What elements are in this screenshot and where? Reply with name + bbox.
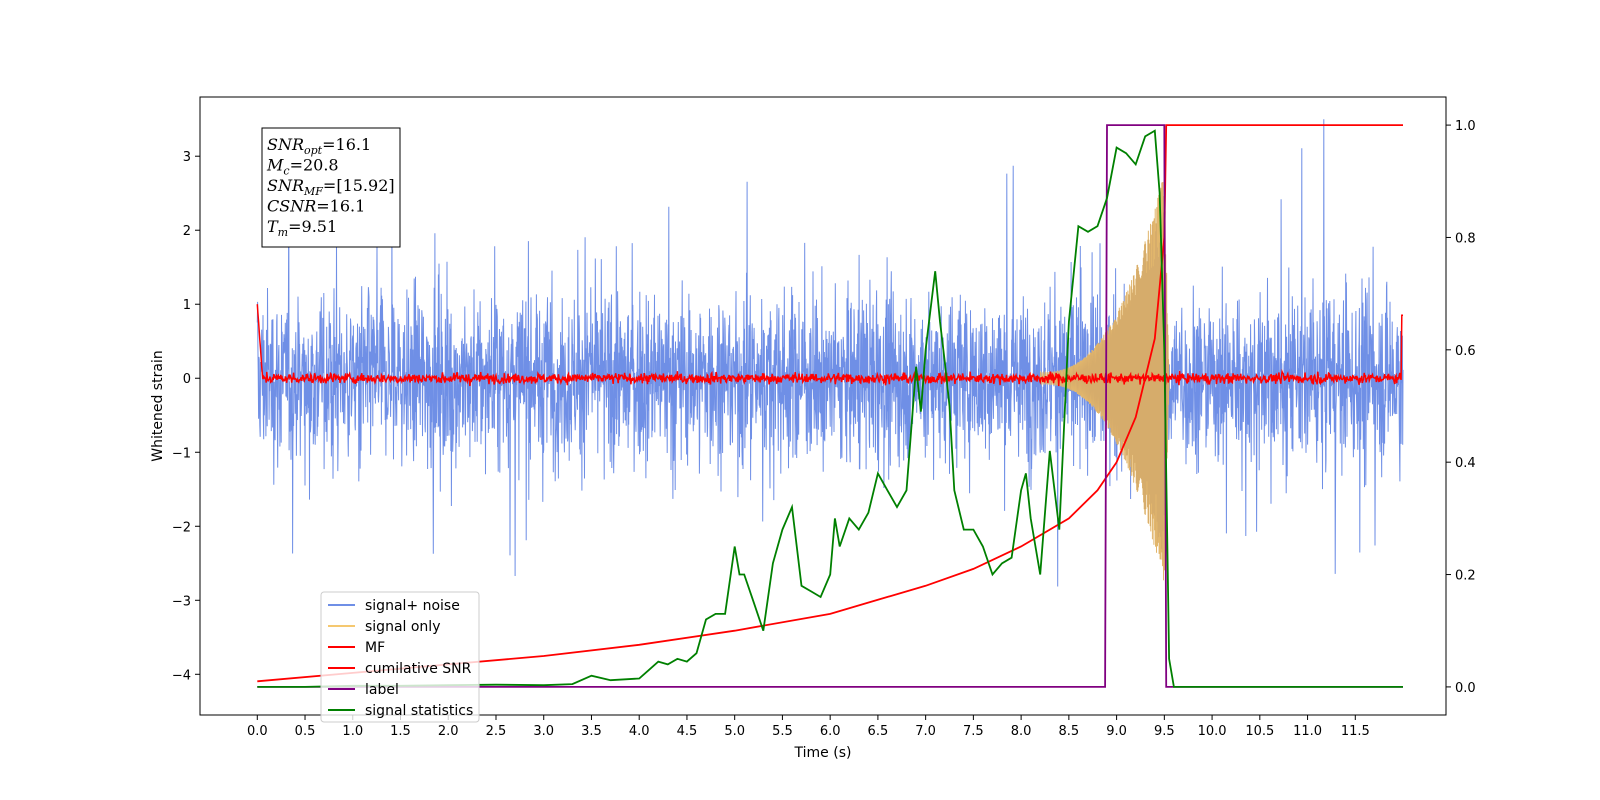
annotation-symbol: T — [267, 217, 279, 236]
legend-entry: signal statistics — [365, 703, 473, 719]
y2-axis-ticks: 1.0 0.8 0.6 0.4 0.2 0.0 — [1446, 119, 1476, 696]
x-tick-label: 4.0 — [629, 724, 650, 739]
x-tick-label: 3.0 — [533, 724, 554, 739]
x-tick-label: 3.5 — [581, 724, 602, 739]
x-tick-label: 5.0 — [724, 724, 745, 739]
series-signal-only-overlay — [1039, 181, 1170, 581]
series-label — [257, 124, 1403, 688]
y2-tick-label: 1.0 — [1455, 119, 1476, 134]
legend-entry: signal only — [365, 619, 440, 635]
x-tick-label: 6.0 — [820, 724, 841, 739]
annotation-line: SNRopt=16.1 — [267, 135, 371, 157]
y2-tick-label: 0.8 — [1455, 231, 1476, 246]
x-tick-label: 9.0 — [1106, 724, 1127, 739]
annotation-value: =16.1 — [316, 197, 365, 216]
y-tick-label: 0 — [183, 372, 191, 387]
x-tick-label: 6.5 — [868, 724, 889, 739]
x-axis-label: Time (s) — [794, 745, 852, 761]
x-tick-label: 11.0 — [1293, 724, 1322, 739]
legend-entry: label — [365, 682, 399, 698]
series-signal-noise — [256, 119, 1404, 587]
annotation-line: CSNR=16.1 — [267, 197, 365, 216]
annotation-subscript: m — [278, 226, 288, 239]
x-tick-label: 11.5 — [1341, 724, 1370, 739]
x-tick-label: 4.5 — [677, 724, 698, 739]
annotation-symbol: M — [266, 156, 284, 175]
series-signal-statistics — [257, 129, 1403, 688]
y-axis-ticks: 3 2 1 0 −1 −2 −3 −4 — [172, 150, 200, 683]
annotation-frame — [261, 127, 401, 248]
legend-frame — [320, 591, 480, 723]
x-tick-label: 1.0 — [342, 724, 363, 739]
x-tick-label: 10.5 — [1245, 724, 1274, 739]
annotation-symbol: SNR — [267, 135, 304, 154]
series-layer — [256, 119, 1404, 688]
x-tick-label: 2.0 — [438, 724, 459, 739]
legend: signal+ noise signal only MF cumilative SNR… — [320, 591, 480, 723]
y2-tick-label: 0.4 — [1455, 456, 1476, 471]
legend-entry: signal+ noise — [365, 598, 460, 614]
annotation-line: SNRMF=[15.92] — [267, 176, 395, 198]
x-tick-label: 8.0 — [1011, 724, 1032, 739]
annotation-subscript: MF — [303, 185, 323, 198]
annotation-value: =16.1 — [322, 135, 371, 154]
x-tick-label: 0.0 — [247, 724, 268, 739]
legend-entry: cumilative SNR — [365, 661, 472, 677]
annotation-subscript: c — [283, 165, 289, 178]
plot-frame — [199, 96, 1447, 716]
x-tick-label: 10.0 — [1198, 724, 1227, 739]
y-tick-label: 2 — [183, 224, 191, 239]
x-tick-label: 9.5 — [1154, 724, 1175, 739]
annotation-value: =[15.92] — [323, 176, 395, 195]
legend-entry: MF — [365, 640, 385, 656]
series-cumulative-snr — [257, 124, 1403, 683]
annotation-symbol: SNR — [267, 176, 304, 195]
y2-tick-label: 0.0 — [1455, 681, 1476, 696]
x-tick-label: 8.5 — [1059, 724, 1080, 739]
x-tick-label: 1.5 — [390, 724, 411, 739]
y-tick-label: 1 — [183, 298, 191, 313]
x-tick-label: 2.5 — [486, 724, 507, 739]
x-tick-label: 7.5 — [963, 724, 984, 739]
y-tick-label: −3 — [172, 594, 191, 609]
annotation-symbol: CSNR — [267, 197, 316, 216]
x-tick-label: 5.5 — [772, 724, 793, 739]
series-mf — [256, 304, 1403, 387]
annotation-value: =9.51 — [288, 217, 337, 236]
annotation-box: SNRopt=16.1Mc=20.8SNRMF=[15.92]CSNR=16.1… — [261, 127, 401, 248]
y-axis-label: Whitened strain — [150, 350, 166, 461]
annotation-line: Tm=9.51 — [267, 217, 337, 239]
y2-tick-label: 0.6 — [1455, 344, 1476, 359]
annotation-line: Mc=20.8 — [266, 156, 339, 178]
x-tick-label: 7.0 — [915, 724, 936, 739]
y-tick-label: −2 — [172, 520, 191, 535]
annotation-subscript: opt — [304, 144, 323, 157]
x-tick-label: 0.5 — [295, 724, 316, 739]
y-tick-label: −1 — [172, 446, 191, 461]
y-tick-label: 3 — [183, 150, 191, 165]
x-axis-ticks: 0.0 0.5 1.0 1.5 2.0 2.5 3.0 3.5 4.0 4.5 5.0 5.5 6.0 6… — [247, 715, 1370, 739]
y2-tick-label: 0.2 — [1455, 569, 1476, 584]
annotation-value: =20.8 — [290, 156, 339, 175]
y-tick-label: −4 — [172, 668, 191, 683]
